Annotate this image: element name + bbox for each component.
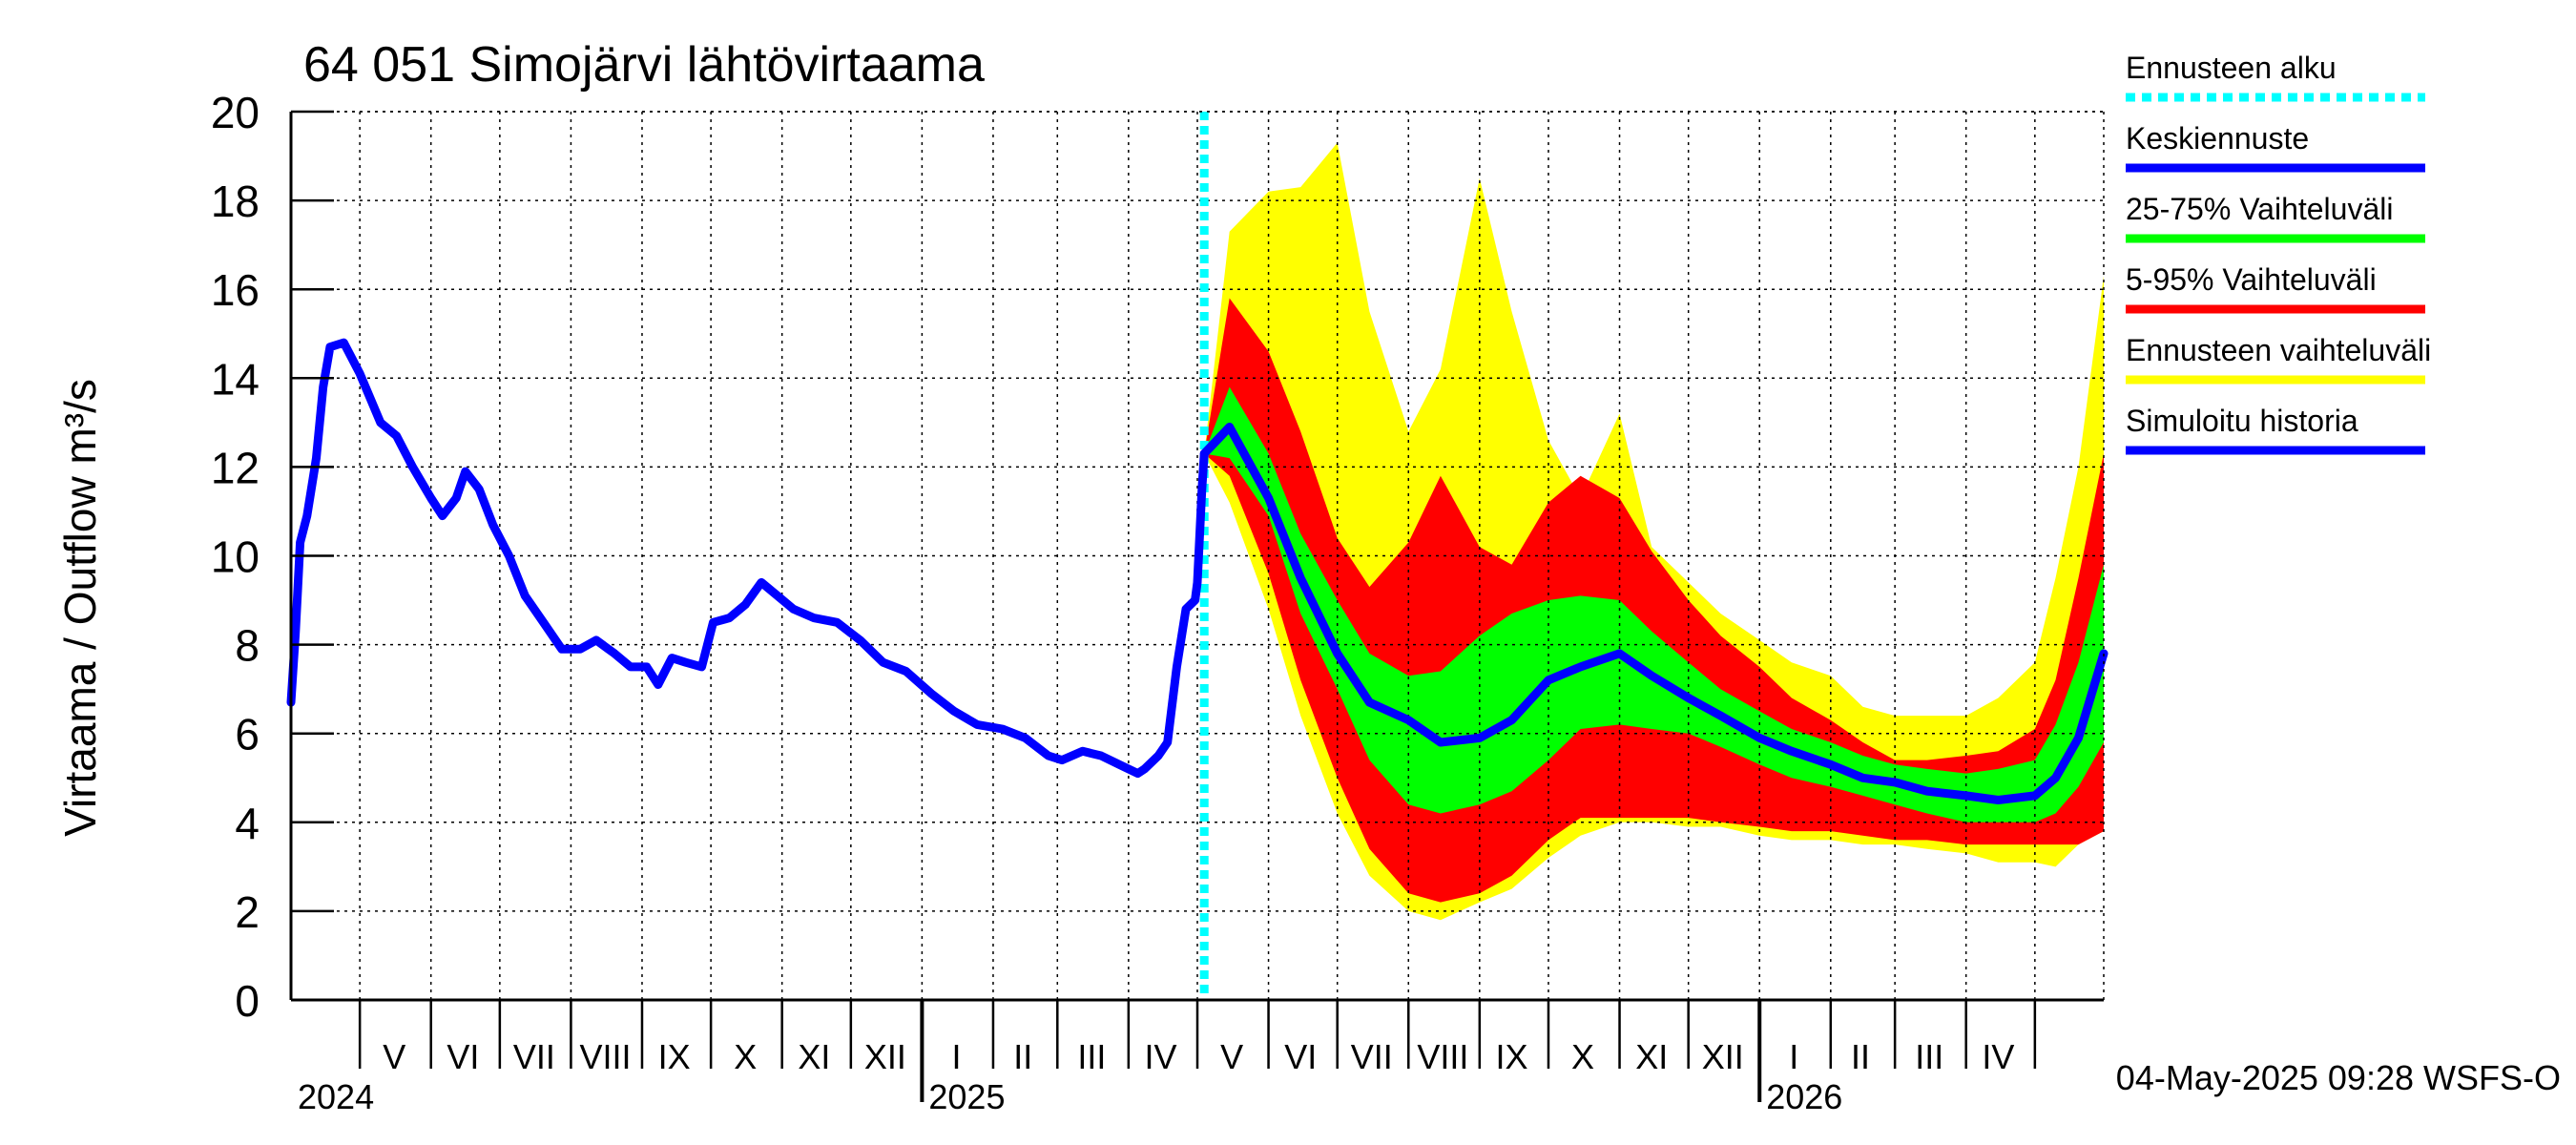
month-label: VI xyxy=(1284,1037,1317,1076)
y-tick-label: 10 xyxy=(211,532,260,582)
month-label: I xyxy=(1789,1037,1798,1076)
month-label: X xyxy=(734,1037,757,1076)
y-tick-label: 6 xyxy=(235,710,260,760)
month-label: XII xyxy=(1702,1037,1744,1076)
month-label: IV xyxy=(1982,1037,2014,1076)
y-tick-label: 20 xyxy=(211,88,260,137)
month-label: II xyxy=(1013,1037,1032,1076)
y-tick-label: 8 xyxy=(235,621,260,671)
legend-label: 25-75% Vaihteluväli xyxy=(2126,192,2393,226)
history-line xyxy=(286,338,1209,779)
month-label: XI xyxy=(798,1037,830,1076)
year-label: 2025 xyxy=(928,1077,1005,1116)
y-tick-label: 16 xyxy=(211,265,260,315)
month-label: VIII xyxy=(1417,1037,1468,1076)
month-label: IX xyxy=(658,1037,691,1076)
legend-label: Ennusteen vaihteluväli xyxy=(2126,333,2431,367)
y-tick-label: 4 xyxy=(235,799,260,848)
month-label: II xyxy=(1851,1037,1870,1076)
month-label: V xyxy=(383,1037,405,1076)
chart-title: 64 051 Simojärvi lähtövirtaama xyxy=(303,37,985,93)
legend: Ennusteen alku Keskiennuste 25-75% Vaihtel… xyxy=(2126,51,2431,455)
month-label: VII xyxy=(1351,1037,1393,1076)
y-tick-label: 12 xyxy=(211,443,260,492)
y-tick-label: 2 xyxy=(235,887,260,937)
legend-label: 5-95% Vaihteluväli xyxy=(2126,262,2377,297)
forecast-bands xyxy=(1204,142,2104,921)
median-forecast-line xyxy=(1199,423,2109,804)
y-tick-label: 18 xyxy=(211,177,260,226)
month-label: III xyxy=(1077,1037,1106,1076)
month-label: VIII xyxy=(579,1037,631,1076)
timestamp-footer: 04-May-2025 09:28 WSFS-O xyxy=(2116,1058,2561,1097)
legend-label: Simuloitu historia xyxy=(2126,404,2358,438)
month-label: III xyxy=(1915,1037,1943,1076)
month-label: VII xyxy=(513,1037,555,1076)
band-25-75-vaihteluv-li xyxy=(1204,386,2104,822)
month-label: IX xyxy=(1495,1037,1527,1076)
month-label: V xyxy=(1220,1037,1243,1076)
year-label: 2024 xyxy=(298,1077,374,1116)
data-lines xyxy=(286,112,2109,1000)
year-label: 2026 xyxy=(1766,1077,1842,1116)
month-label: IV xyxy=(1145,1037,1177,1076)
month-label: VI xyxy=(447,1037,479,1076)
month-label: XII xyxy=(864,1037,906,1076)
month-label: X xyxy=(1571,1037,1594,1076)
y-axis-label: Virtaama / Outflow m³/s xyxy=(55,379,105,837)
month-label: XI xyxy=(1635,1037,1668,1076)
y-tick-label: 14 xyxy=(211,354,260,404)
month-label: I xyxy=(951,1037,961,1076)
legend-label: Keskiennuste xyxy=(2126,121,2309,156)
legend-label: Ennusteen alku xyxy=(2126,51,2337,85)
y-tick-label: 0 xyxy=(235,976,260,1026)
